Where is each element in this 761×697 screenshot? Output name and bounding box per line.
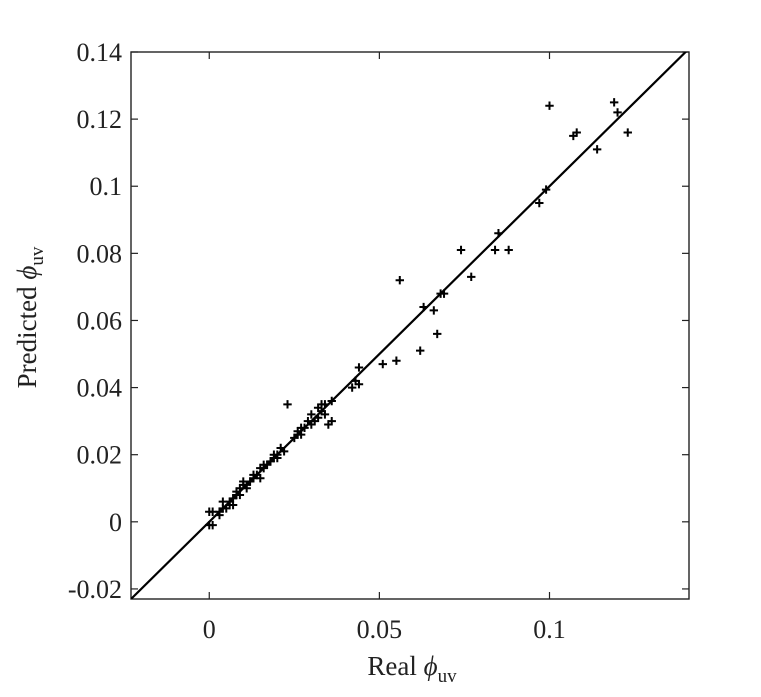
data-point [235,490,245,500]
data-point [439,289,449,298]
x-axis-label: Real ϕuv [367,651,457,687]
data-point [347,383,357,392]
data-point [613,108,622,117]
y-tick-label: 0.12 [77,105,123,134]
axis-ticks [131,51,689,599]
x-tick-labels: 0 0.05 0.1 [203,615,566,644]
y-tick-label: 0.02 [77,441,123,470]
data-point [623,128,632,137]
y-axis-label: Predicted ϕuv [12,246,48,388]
data-point [307,410,316,419]
y-tick-label: 0.1 [90,172,123,201]
y-tick-label: 0.08 [77,239,123,268]
data-point [433,329,442,339]
y-tick-label: 0.04 [77,374,123,403]
y-tick-label: 0.06 [77,306,123,335]
data-point [283,400,292,409]
y-tick-labels: -0.02 0 0.02 0.04 0.06 0.08 0.1 0.12 0.14 [68,38,122,604]
data-point [215,510,224,520]
y-axis-label-text: Predicted [12,280,42,389]
data-point [313,413,323,422]
scatter-points [205,98,632,530]
data-point [395,275,404,285]
data-point [354,363,364,372]
x-tick-label: 0 [203,615,216,644]
data-point [592,145,602,154]
data-point [545,101,554,110]
data-point [256,473,265,483]
y-axis-label-symbol: ϕ [12,266,42,280]
data-point [354,380,364,389]
data-point [279,447,289,456]
data-point [228,500,238,510]
data-point [416,346,425,355]
data-point [320,400,330,409]
data-point [327,396,336,406]
data-point [456,245,466,255]
data-point [535,198,544,208]
data-point [609,98,619,107]
reference-line-y-equals-x [131,52,688,599]
y-tick-label: 0.14 [77,38,123,67]
y-axis-label-subscript: uv [27,246,48,266]
x-axis-label-symbol: ϕ [424,651,438,681]
data-point [327,416,336,426]
y-tick-label: 0 [109,508,122,537]
data-point [273,450,282,459]
x-axis-label-text: Real [367,651,423,681]
data-point [208,520,217,530]
x-axis-label-subscript: uv [438,666,458,687]
x-tick-label: 0.1 [533,615,566,644]
data-point [300,423,309,433]
data-point [429,306,439,315]
data-point [504,245,513,255]
x-tick-label: 0.05 [357,615,403,644]
data-point [320,410,330,419]
data-point [392,356,401,365]
data-point [490,245,500,255]
data-point [378,359,387,369]
data-point [494,229,503,238]
data-point [541,185,551,194]
data-point [572,128,581,137]
data-point [419,302,428,312]
reference-line-group [131,52,688,599]
y-tick-label: -0.02 [68,575,122,604]
data-point [467,272,476,282]
